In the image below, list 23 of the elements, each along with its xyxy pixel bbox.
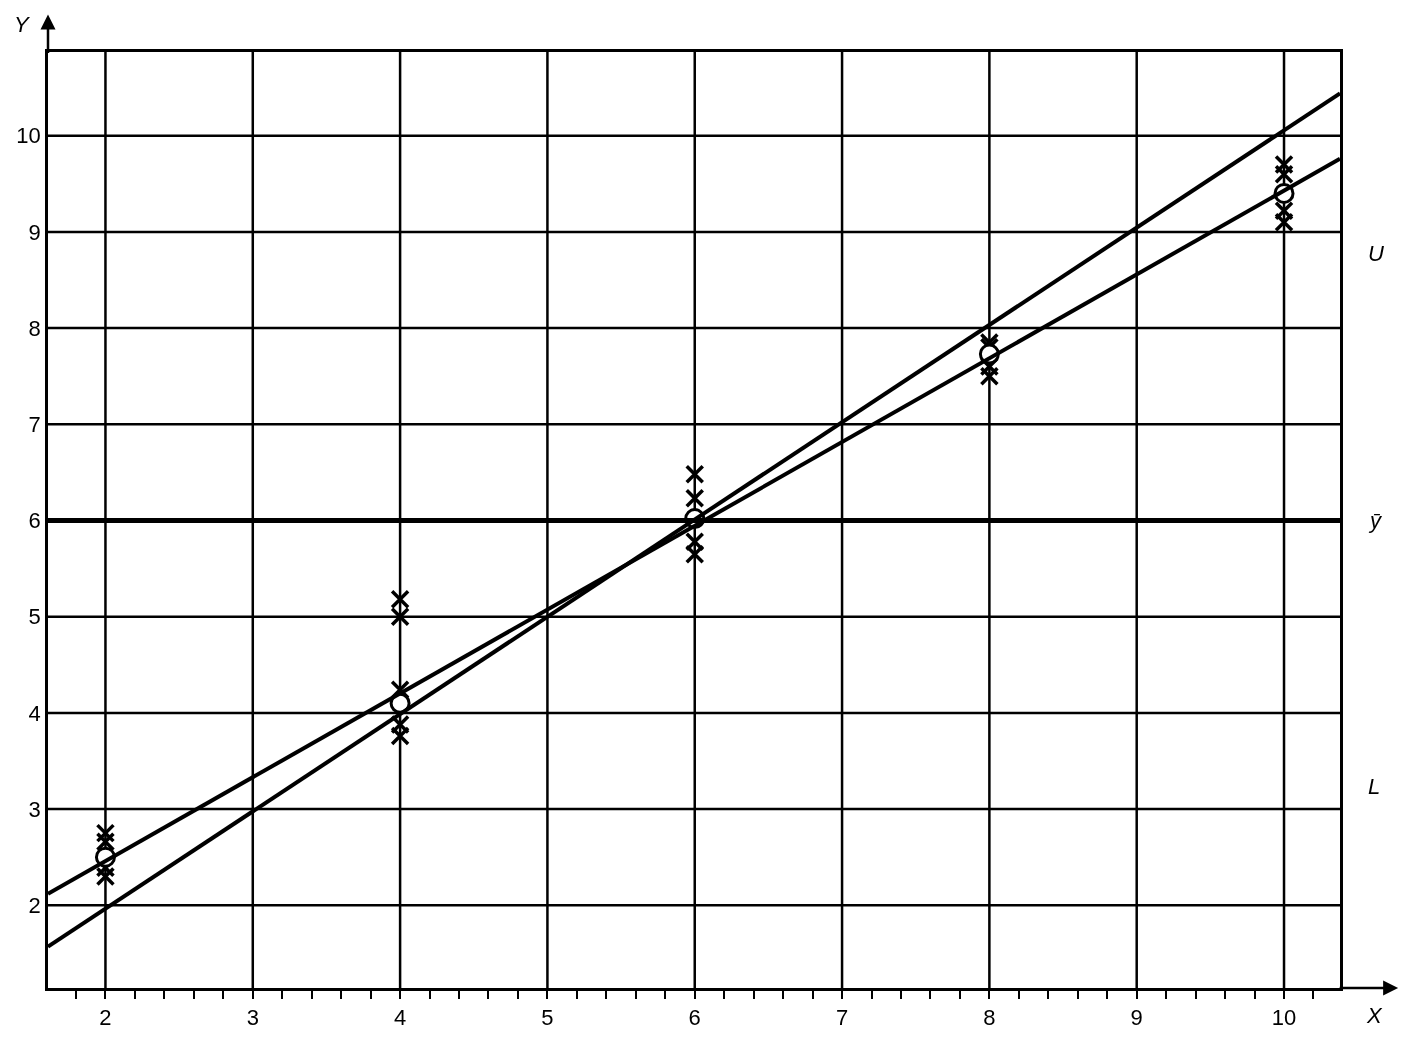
- text: L: [1368, 774, 1381, 799]
- y-tick-label: 9: [28, 219, 41, 245]
- x-tick-label: 4: [393, 1005, 407, 1031]
- x-tick-label: 6: [688, 1005, 701, 1031]
- y-tick-label: 10: [16, 123, 41, 149]
- x-tick-label: 9: [1130, 1005, 1143, 1031]
- ref-line-label: ȳ: [1368, 508, 1383, 533]
- y-tick-label: 5: [28, 604, 41, 630]
- x-tick-label: 5: [541, 1005, 554, 1031]
- x-tick-label: 2: [99, 1005, 112, 1031]
- text: U: [1368, 241, 1384, 266]
- x-tick-label: 8: [983, 1005, 996, 1031]
- y-tick-label: 4: [28, 700, 41, 726]
- y-axis-title: Y: [14, 12, 30, 37]
- x-tick-label: 10: [1271, 1005, 1297, 1031]
- y-tick-label: 8: [28, 315, 41, 341]
- x-tick-label: 7: [835, 1005, 849, 1031]
- x-tick-label: 3: [246, 1005, 259, 1031]
- x-axis-title: X: [1366, 1003, 1383, 1028]
- y-tick-label: 2: [28, 892, 41, 918]
- y-tick-label: 7: [28, 411, 41, 437]
- y-tick-label: 6: [28, 508, 41, 534]
- y-tick-label: 3: [28, 796, 41, 822]
